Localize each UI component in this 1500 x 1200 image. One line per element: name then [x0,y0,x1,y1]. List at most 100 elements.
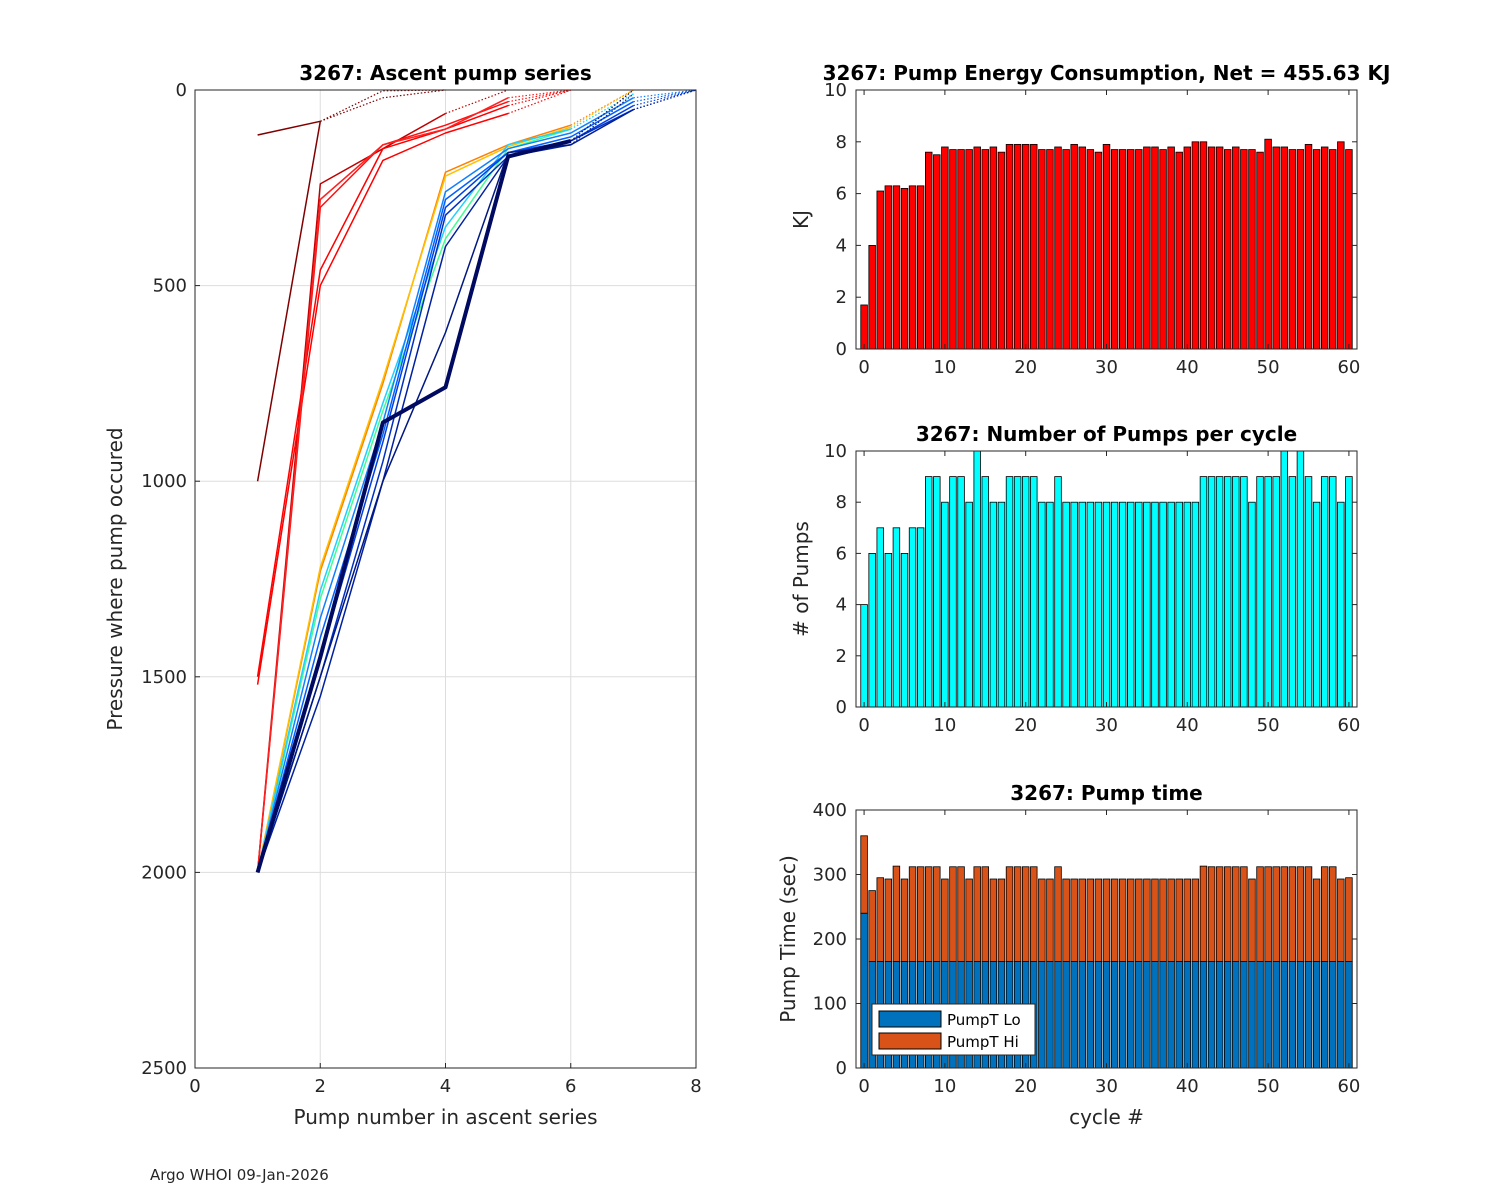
bar-segment [1232,961,1240,1069]
bar-segment [949,866,957,962]
x-tick-label: 6 [565,1076,576,1097]
y-tick-label: 10 [824,80,847,101]
bar [916,185,925,350]
bar [1207,476,1216,708]
bar [1038,149,1046,350]
bar [1127,149,1135,350]
series-line [255,89,634,873]
ascent-pump-series-plot: 0 2 4 6 8 0 500 1000 1500 2000 2500 3267: Ascent p… [103,61,702,1129]
series-dotted-segment [570,93,634,146]
bar [1280,146,1288,350]
series-solid-segment [256,97,634,873]
bar-segment [1345,961,1353,1069]
x-tick-label: 0 [858,1076,869,1097]
bar [1296,450,1305,708]
bar-segment [1264,866,1272,962]
bar [1232,146,1240,350]
bar [941,501,949,708]
bar-segment [1207,961,1216,1069]
bar [1167,501,1175,708]
bar-segment [1054,866,1062,962]
bar-segment [1062,878,1070,962]
bar [1329,476,1337,708]
bar-segment [1337,961,1345,1069]
y-tick-label: 2000 [141,862,187,883]
bar-segment [1110,878,1119,962]
bar-segment [1030,866,1038,962]
bar [973,146,981,350]
bar-segment [1038,961,1046,1069]
bar-segment [1280,961,1288,1069]
bar [1312,501,1321,708]
bar [981,149,990,350]
bar-segment [884,878,893,962]
chart-title: 3267: Pump time [1010,781,1202,805]
bar-segment [1094,961,1103,1069]
bar [1224,149,1232,350]
series-dotted-segment [320,89,446,122]
bar [1030,476,1038,708]
bar-segment [1280,866,1288,962]
y-tick-label: 8 [836,132,847,153]
x-tick-label: 40 [1176,1076,1199,1097]
series-solid-segment [256,104,509,677]
x-axis-label: cycle # [1069,1105,1144,1129]
bar [1224,476,1232,708]
y-tick-label: 2 [836,646,847,667]
bar [1094,501,1103,708]
y-tick-label: 0 [836,1058,847,1079]
bar [1030,143,1038,350]
series-dotted-segment [633,89,697,99]
bar-segment [1272,961,1280,1069]
bar [1345,149,1353,350]
bar [1288,476,1297,708]
bar-segment [957,866,965,962]
bar-segment [1224,961,1232,1069]
bar-segment [860,835,868,914]
bar [1248,149,1256,350]
bar-segment [1086,961,1095,1069]
bar [1021,476,1030,708]
y-tick-label: 500 [153,276,187,297]
bar [1135,149,1143,350]
bar [1005,143,1014,350]
bar-segment [981,866,990,962]
series-line [256,89,571,677]
y-tick-label: 100 [813,994,847,1015]
y-axis-label: # of Pumps [789,521,813,637]
bar-segment [1312,961,1321,1069]
ticks: 0 10 20 30 40 50 60 0 100 200 300 400 [813,800,1361,1097]
bar [1232,476,1240,708]
series-line [256,89,446,482]
y-tick-label: 0 [836,339,847,360]
y-tick-label: 0 [176,80,187,101]
bar-segment [1240,961,1248,1069]
ticks: 0 10 20 30 40 50 60 0 2 4 6 8 10 [824,80,1360,378]
bar [1199,476,1208,708]
ticks: 0 10 20 30 40 50 60 0 2 4 6 8 10 [824,441,1360,736]
bar-segment [1151,961,1159,1069]
bar [908,185,917,350]
bar [1320,146,1329,350]
series-solid-segment [256,101,634,873]
bar [876,527,884,708]
series-dotted-segment [507,89,572,115]
bar-segment [1062,961,1070,1069]
bar [1248,501,1256,708]
x-tick-label: 20 [1014,715,1037,736]
bar [997,151,1006,350]
bar [1320,476,1329,708]
bar-segment [1329,866,1337,962]
bar-segment [1135,961,1143,1069]
y-tick-label: 300 [813,865,847,886]
bar-segment [1304,866,1313,962]
y-tick-label: 6 [836,543,847,564]
bar-segment [1151,878,1159,962]
bar [1070,501,1078,708]
ticks: 0 2 4 6 8 0 500 1000 1500 2000 2500 [141,80,702,1097]
bar [1046,501,1054,708]
bar [1110,501,1119,708]
bar [900,553,909,708]
x-tick-label: 40 [1176,715,1199,736]
bar [892,185,901,350]
